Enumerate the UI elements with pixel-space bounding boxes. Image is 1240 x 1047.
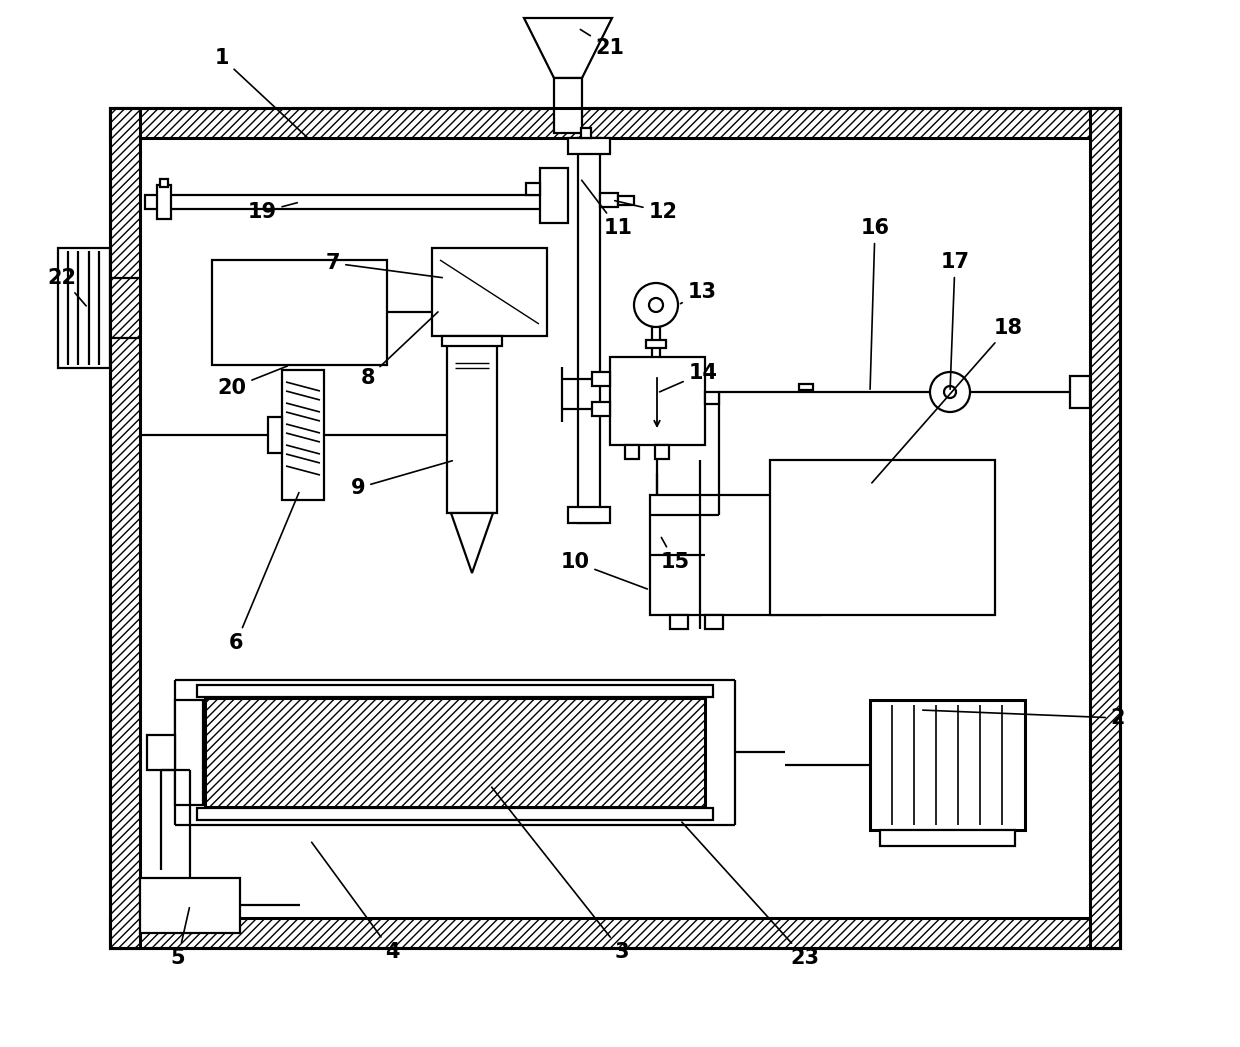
Bar <box>110 918 1120 948</box>
Bar <box>880 830 1016 846</box>
Bar <box>568 507 610 524</box>
Text: 9: 9 <box>351 461 453 498</box>
Text: 11: 11 <box>582 180 632 238</box>
Bar <box>212 260 387 365</box>
Text: 20: 20 <box>217 366 288 398</box>
Text: 7: 7 <box>326 253 443 277</box>
Bar <box>145 195 554 209</box>
Circle shape <box>944 386 956 398</box>
Circle shape <box>930 372 970 413</box>
Polygon shape <box>525 18 613 77</box>
Bar <box>140 138 1090 918</box>
Bar <box>197 685 713 697</box>
Polygon shape <box>451 513 494 573</box>
Bar <box>618 196 634 205</box>
Bar <box>706 615 723 629</box>
Text: 13: 13 <box>681 282 717 304</box>
Bar <box>148 735 175 770</box>
Bar <box>625 445 639 459</box>
Bar <box>1090 108 1120 948</box>
Text: 16: 16 <box>861 218 889 389</box>
Text: 3: 3 <box>492 787 629 962</box>
Text: 12: 12 <box>615 201 677 222</box>
Bar <box>539 168 568 223</box>
Text: 6: 6 <box>228 492 299 653</box>
Bar <box>110 108 1120 948</box>
Text: 17: 17 <box>940 252 970 389</box>
Bar <box>568 138 610 154</box>
Text: 8: 8 <box>361 312 438 388</box>
Text: 1: 1 <box>215 48 308 138</box>
Circle shape <box>649 298 663 312</box>
Text: 4: 4 <box>311 842 399 962</box>
Bar <box>175 700 203 805</box>
Text: 22: 22 <box>47 268 86 306</box>
Bar <box>110 108 1120 138</box>
Bar <box>610 357 706 445</box>
Bar <box>268 417 281 453</box>
Circle shape <box>634 283 678 327</box>
Bar <box>197 808 713 820</box>
Bar <box>591 402 610 416</box>
Text: 5: 5 <box>171 908 190 968</box>
Bar <box>281 370 324 500</box>
Text: 15: 15 <box>661 537 689 572</box>
Bar <box>526 183 539 195</box>
Bar <box>655 445 670 459</box>
Bar <box>441 336 502 346</box>
Bar <box>1070 376 1090 408</box>
Bar <box>582 128 591 138</box>
Bar <box>650 495 820 615</box>
Bar <box>706 392 719 404</box>
Text: 10: 10 <box>560 552 647 589</box>
Text: 14: 14 <box>660 363 718 392</box>
Text: 21: 21 <box>580 29 625 58</box>
Bar <box>554 77 582 133</box>
Bar <box>58 248 110 367</box>
Bar <box>670 615 688 629</box>
Bar <box>799 384 813 389</box>
Bar <box>157 185 171 219</box>
Bar <box>870 700 1025 830</box>
Bar <box>205 698 706 807</box>
Bar <box>446 338 497 513</box>
Bar <box>770 460 994 615</box>
Text: 2: 2 <box>923 708 1125 728</box>
Bar <box>591 372 610 386</box>
Text: 19: 19 <box>248 202 298 222</box>
Bar <box>600 193 618 207</box>
Bar <box>432 248 547 336</box>
Bar <box>646 340 666 348</box>
Text: 18: 18 <box>872 318 1023 483</box>
Text: 23: 23 <box>682 822 820 968</box>
Bar <box>110 108 140 948</box>
Bar <box>140 878 241 933</box>
Bar <box>578 138 600 524</box>
Bar <box>160 179 167 187</box>
